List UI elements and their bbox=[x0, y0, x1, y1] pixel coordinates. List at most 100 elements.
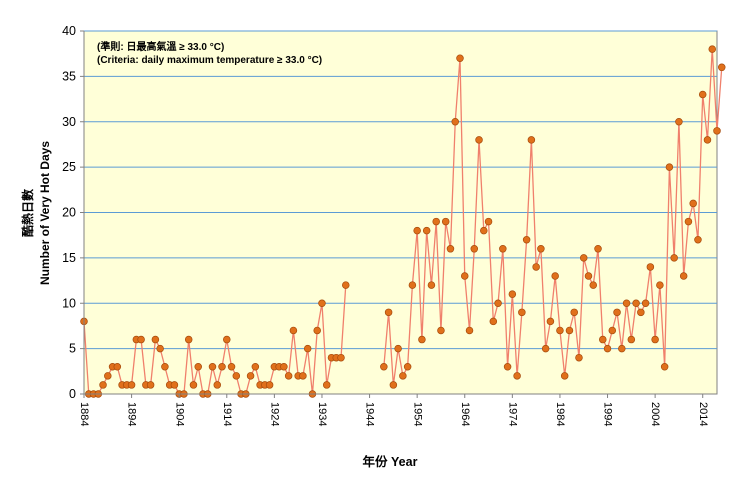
x-tick-label: 1944 bbox=[364, 402, 376, 426]
data-point: 2001: 9 bbox=[637, 308, 645, 317]
data-point: 1986: 7 bbox=[565, 326, 574, 335]
data-point: 1985: 2 bbox=[560, 372, 569, 380]
data-point: 1965: 7 bbox=[465, 326, 474, 335]
data-point: 2009: 30 bbox=[675, 117, 683, 126]
data-point: 2010: 13 bbox=[679, 272, 688, 280]
data-point: 1993: 6 bbox=[599, 335, 607, 344]
data-point: 1947: 3 bbox=[380, 363, 388, 371]
data-point: 1957: 12 bbox=[427, 281, 436, 289]
data-point: 1950: 5 bbox=[394, 344, 402, 353]
data-point: 1898: 1 bbox=[146, 381, 155, 389]
x-tick-label: 1974 bbox=[506, 402, 518, 426]
data-point: 2006: 3 bbox=[660, 363, 669, 371]
data-point: 1966: 16 bbox=[470, 245, 479, 253]
y-tick-label: 30 bbox=[62, 115, 76, 129]
data-point: 2016: 38 bbox=[708, 45, 716, 53]
data-point: 1912: 1 bbox=[213, 381, 222, 389]
criteria-note-english: (Criteria: daily maximum temperature ≥ 3… bbox=[97, 55, 322, 66]
data-point: 1971: 10 bbox=[494, 299, 502, 308]
data-point: 1959: 7 bbox=[437, 326, 445, 335]
y-tick-label: 10 bbox=[62, 296, 76, 310]
data-point: 1974: 11 bbox=[508, 290, 517, 298]
data-point: 1894: 1 bbox=[127, 381, 136, 389]
data-point: 1991: 12 bbox=[589, 281, 598, 289]
data-point: 1931: 5 bbox=[303, 344, 312, 353]
data-point: 1939: 12 bbox=[342, 281, 350, 289]
data-point: 1896: 6 bbox=[137, 335, 145, 344]
data-point: 1996: 9 bbox=[613, 308, 621, 317]
criteria-note-chinese: (準則: 日最高氣溫 ≥ 33.0 °C) bbox=[97, 40, 224, 53]
x-tick-label: 1954 bbox=[411, 402, 423, 426]
data-point: 1990: 13 bbox=[584, 272, 593, 280]
data-point: 1948: 9 bbox=[384, 308, 393, 317]
data-point: 1994: 5 bbox=[603, 344, 612, 353]
data-point: 1901: 3 bbox=[161, 363, 169, 371]
data-point: 1999: 6 bbox=[627, 335, 636, 344]
data-point: 1900: 5 bbox=[156, 344, 164, 353]
data-point: 2013: 17 bbox=[694, 235, 702, 244]
data-point: 1891: 3 bbox=[113, 363, 122, 371]
data-point: 1914: 6 bbox=[223, 335, 231, 344]
data-point: 1955: 6 bbox=[418, 335, 426, 344]
y-tick-label: 20 bbox=[62, 206, 76, 220]
data-point: 2008: 15 bbox=[670, 254, 678, 262]
data-point: 1995: 7 bbox=[608, 326, 617, 335]
data-point: 2004: 6 bbox=[651, 335, 659, 344]
data-point: 1911: 3 bbox=[208, 363, 217, 371]
data-point: 2017: 29 bbox=[713, 127, 721, 135]
y-tick-label: 5 bbox=[69, 342, 76, 356]
data-point: 2012: 21 bbox=[689, 199, 697, 208]
data-point: 1969: 19 bbox=[484, 217, 493, 226]
data-point: 1970: 8 bbox=[489, 317, 498, 326]
data-point: 1980: 16 bbox=[537, 245, 545, 253]
data-point: 2002: 10 bbox=[641, 299, 650, 308]
data-point: 1923: 1 bbox=[265, 381, 274, 389]
data-point: 1975: 2 bbox=[513, 372, 521, 380]
data-point: 1964: 13 bbox=[461, 272, 469, 280]
data-point: 1984: 7 bbox=[556, 326, 564, 335]
data-point: 1906: 6 bbox=[184, 335, 193, 344]
data-point: 1972: 16 bbox=[499, 245, 507, 253]
data-point: 1992: 16 bbox=[594, 245, 602, 253]
x-tick-label: 1934 bbox=[316, 402, 328, 426]
data-point: 1920: 3 bbox=[251, 363, 260, 371]
x-tick-label: 1894 bbox=[126, 402, 138, 426]
x-tick-label: 1904 bbox=[173, 402, 185, 426]
series-line-2 bbox=[383, 49, 723, 386]
data-point: 1919: 2 bbox=[246, 372, 255, 380]
data-point: 1967: 28 bbox=[475, 136, 483, 144]
data-point: 1962: 30 bbox=[451, 117, 459, 126]
x-tick-label: 1994 bbox=[602, 402, 614, 426]
y-tick-labels: 0 5 10 15 20 25 30 35 40 bbox=[62, 24, 76, 401]
data-point: 1979: 14 bbox=[532, 263, 540, 271]
x-tick-label: 1964 bbox=[459, 402, 471, 426]
y-tick-label: 0 bbox=[69, 387, 76, 401]
data-point: 1960: 19 bbox=[441, 217, 450, 226]
data-point: 2005: 12 bbox=[656, 281, 664, 289]
data-point: 1930: 2 bbox=[299, 372, 307, 380]
data-point: 2007: 25 bbox=[665, 163, 674, 171]
x-tick-label: 1914 bbox=[221, 402, 233, 426]
data-point: 1938: 4 bbox=[337, 353, 345, 362]
data-point: 1903: 1 bbox=[170, 381, 179, 389]
data-point: 2003: 14 bbox=[646, 263, 655, 271]
y-tick-label: 25 bbox=[62, 160, 76, 174]
x-tick-label: 1924 bbox=[268, 402, 280, 426]
data-point: 1907: 1 bbox=[189, 381, 198, 389]
data-point: 1927: 2 bbox=[284, 372, 293, 380]
data-point: 1926: 3 bbox=[280, 363, 288, 371]
data-point: 1933: 7 bbox=[313, 326, 321, 335]
data-point: 1987: 9 bbox=[570, 308, 578, 317]
data-point: 2015: 28 bbox=[703, 136, 712, 144]
data-point: 2011: 19 bbox=[684, 217, 693, 226]
data-point: 1982: 8 bbox=[546, 317, 555, 326]
data-point: 1928: 7 bbox=[289, 326, 298, 335]
data-point: 1951: 2 bbox=[399, 372, 407, 380]
y-tick-label: 35 bbox=[62, 69, 76, 83]
y-axis-label-english: Number of Very Hot Days bbox=[38, 141, 52, 285]
data-point: 1913: 3 bbox=[218, 363, 226, 371]
y-axis-label-chinese: 酷熱日數 bbox=[20, 189, 35, 237]
data-point: 1949: 1 bbox=[389, 381, 398, 389]
